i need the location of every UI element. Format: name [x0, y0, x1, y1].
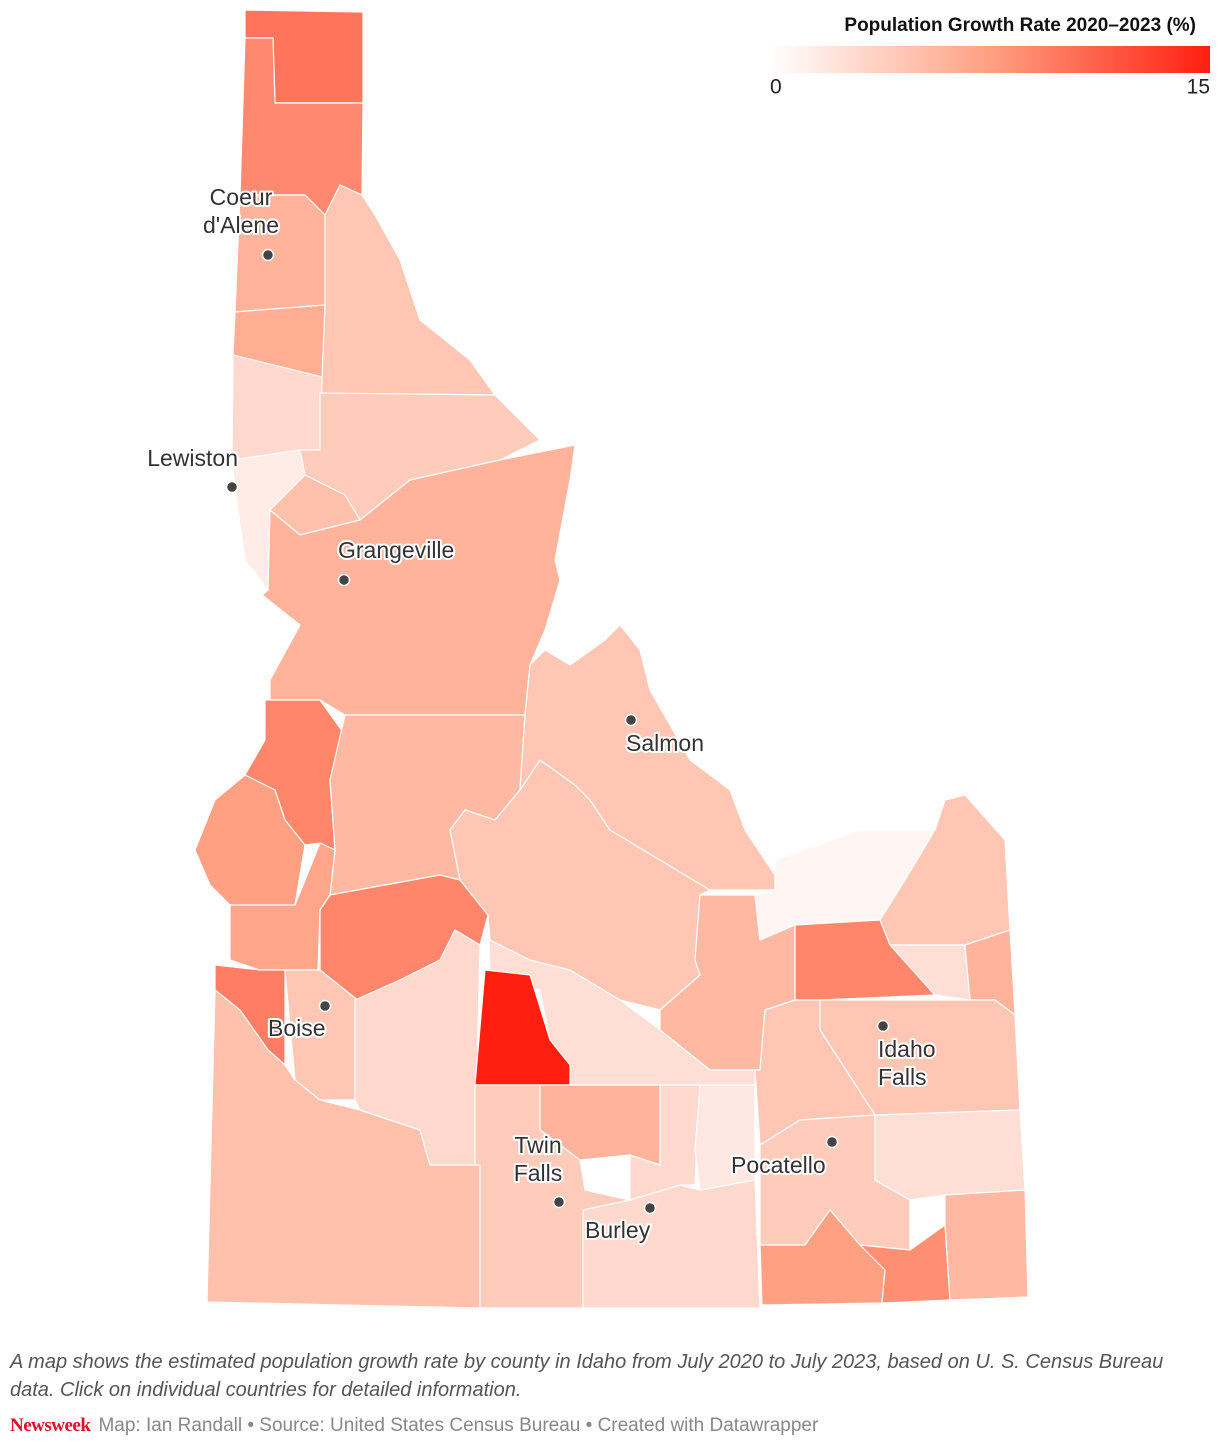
city-label: Grangeville	[338, 537, 454, 563]
caption: A map shows the estimated population gro…	[10, 1351, 1164, 1401]
city-label: Lewiston	[147, 445, 238, 471]
city-label: Coeur	[210, 184, 273, 210]
county	[319, 184, 496, 396]
city-dot	[876, 1019, 890, 1033]
county	[519, 624, 776, 891]
footer: Newsweek Map: Ian Randall • Source: Unite…	[10, 1415, 818, 1437]
legend-min-label: 0	[770, 76, 782, 99]
city-dot	[318, 999, 332, 1013]
city-dot	[261, 248, 275, 262]
county	[694, 1084, 756, 1191]
credits: Map: Ian Randall • Source: United States…	[98, 1415, 819, 1436]
city-label: Twin	[514, 1132, 561, 1158]
city-dot	[337, 573, 351, 587]
city-dot	[825, 1135, 839, 1149]
brand: Newsweek	[10, 1415, 91, 1436]
county	[261, 444, 576, 716]
city-label: Boise	[268, 1015, 326, 1041]
legend-title: Population Growth Rate 2020–2023 (%)	[844, 15, 1196, 36]
city-label: Pocatello	[731, 1152, 826, 1178]
county	[874, 1109, 1026, 1201]
city-label: Falls	[878, 1064, 927, 1090]
city-dot	[643, 1201, 657, 1215]
city-dot	[624, 713, 638, 727]
city-label: Burley	[585, 1217, 651, 1243]
legend-max-label: 15	[1187, 76, 1210, 99]
city-label: Idaho	[878, 1036, 936, 1062]
legend-gradient	[770, 46, 1210, 73]
county	[244, 699, 346, 851]
city-dot	[225, 480, 239, 494]
city-dot	[552, 1195, 566, 1209]
counties	[194, 9, 1029, 1309]
city-label: d'Alene	[203, 212, 279, 238]
city-label: Salmon	[626, 730, 704, 756]
city-label: Falls	[514, 1160, 563, 1186]
county	[944, 1189, 1029, 1301]
